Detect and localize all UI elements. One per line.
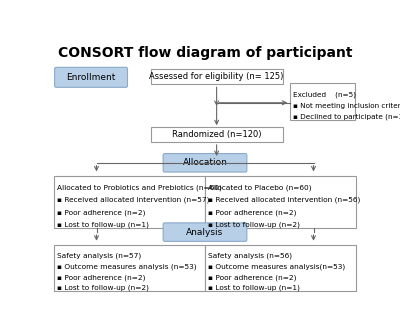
Text: ▪ Poor adherence (n=2): ▪ Poor adherence (n=2) <box>208 274 297 281</box>
Text: ▪ Poor adherence (n=2): ▪ Poor adherence (n=2) <box>208 209 297 216</box>
Text: ▪ Declined to participate (n=3): ▪ Declined to participate (n=3) <box>292 114 400 120</box>
Text: Allocated to Probiotics and Prebiotics (n=60): Allocated to Probiotics and Prebiotics (… <box>57 185 222 191</box>
Text: CONSORT flow diagram of participant: CONSORT flow diagram of participant <box>58 46 352 60</box>
Bar <box>290 83 354 120</box>
FancyBboxPatch shape <box>163 153 247 172</box>
Text: ▪ Lost to follow-up (n=2): ▪ Lost to follow-up (n=2) <box>57 285 149 291</box>
Text: Safety analysis (n=56): Safety analysis (n=56) <box>208 253 292 259</box>
Text: Allocated to Placebo (n=60): Allocated to Placebo (n=60) <box>208 185 312 191</box>
Text: ▪ Poor adherence (n=2): ▪ Poor adherence (n=2) <box>57 209 146 216</box>
Text: ▪ Received allocated intervention (n=56): ▪ Received allocated intervention (n=56) <box>208 197 360 204</box>
Bar <box>205 245 356 291</box>
Text: ▪ Lost to follow-up (n=1): ▪ Lost to follow-up (n=1) <box>57 221 149 228</box>
Text: Excluded    (n=5): Excluded (n=5) <box>292 91 356 98</box>
Text: Assessed for eligibility (n= 125): Assessed for eligibility (n= 125) <box>150 72 284 81</box>
Text: ▪ Not meeting inclusion criteria (n=2): ▪ Not meeting inclusion criteria (n=2) <box>292 103 400 109</box>
Bar <box>54 245 205 291</box>
Text: ▪ Received allocated intervention (n=57): ▪ Received allocated intervention (n=57) <box>57 197 210 204</box>
Text: Enrollment: Enrollment <box>66 73 116 82</box>
Text: ▪ Lost to follow-up (n=2): ▪ Lost to follow-up (n=2) <box>208 221 300 228</box>
FancyBboxPatch shape <box>55 67 128 87</box>
Bar <box>54 176 205 228</box>
Text: Analysis: Analysis <box>186 228 224 237</box>
Bar <box>151 69 282 84</box>
Text: ▪ Poor adherence (n=2): ▪ Poor adherence (n=2) <box>57 274 146 281</box>
FancyBboxPatch shape <box>163 223 247 241</box>
Text: ▪ Lost to follow-up (n=1): ▪ Lost to follow-up (n=1) <box>208 285 300 291</box>
Text: ▪ Outcome measures analysis (n=53): ▪ Outcome measures analysis (n=53) <box>57 263 197 270</box>
Text: Safety analysis (n=57): Safety analysis (n=57) <box>57 253 141 259</box>
Text: Allocation: Allocation <box>182 158 228 167</box>
Text: ▪ Outcome measures analysis(n=53): ▪ Outcome measures analysis(n=53) <box>208 263 345 270</box>
Bar <box>205 176 356 228</box>
Text: Randomized (n=120): Randomized (n=120) <box>172 130 261 139</box>
Bar <box>151 127 282 142</box>
